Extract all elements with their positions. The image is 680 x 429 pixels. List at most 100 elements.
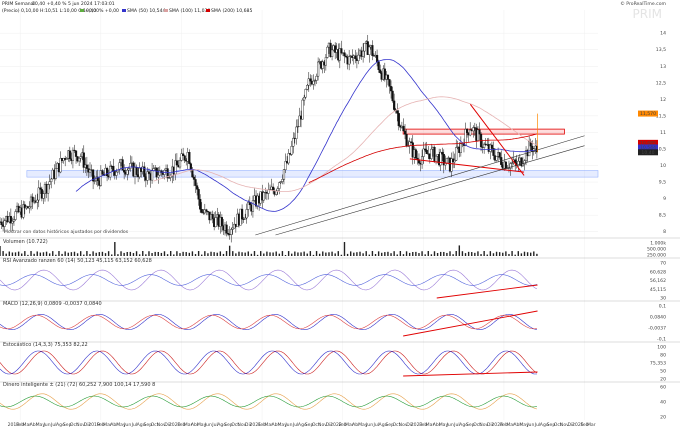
candle: [126, 169, 129, 175]
volume-bar: [201, 254, 203, 256]
candle: [509, 163, 512, 169]
x-axis-label: Feb: [339, 422, 347, 428]
macd-signal-line: [0, 314, 537, 330]
volume-bar: [76, 253, 79, 256]
candle: [14, 211, 17, 220]
candle: [439, 151, 442, 166]
volume-bar: [52, 251, 54, 256]
volume-bar: [24, 251, 26, 256]
candle: [23, 204, 26, 209]
volume-bar: [101, 251, 104, 256]
legend-swatch: [80, 9, 84, 12]
volume-bar: [381, 252, 383, 256]
x-axis-label: Oct: [473, 422, 481, 428]
volume-bar: [275, 251, 277, 256]
volume-bar: [331, 251, 333, 256]
candle: [483, 143, 486, 148]
candle: [357, 54, 360, 61]
candle: [105, 167, 109, 176]
candle: [199, 199, 202, 210]
volume-bar: [207, 253, 209, 256]
x-axis-label: Jul: [292, 422, 299, 428]
candle: [109, 165, 112, 178]
legend-entry: SMA (200) 10,685: [211, 8, 252, 14]
volume-bar: [129, 251, 132, 256]
candle: [138, 167, 141, 178]
x-axis-label: Ago: [217, 422, 226, 428]
candle: [410, 141, 413, 143]
x-axis-label: May: [439, 422, 449, 428]
candle: [99, 170, 102, 186]
volume-bar: [30, 251, 32, 256]
candle: [292, 137, 295, 147]
candle: [498, 152, 501, 158]
brand: © ProRealTime.com: [620, 0, 666, 7]
volume-bar: [511, 251, 513, 256]
candle: [383, 68, 386, 80]
candle: [247, 201, 250, 210]
candle: [48, 181, 51, 185]
panel-tick: 50: [660, 369, 666, 375]
x-axis-label: 2020: [169, 422, 181, 428]
volume-bar: [8, 251, 11, 256]
candle: [194, 179, 197, 186]
candle: [405, 133, 408, 147]
volume-bar: [508, 253, 510, 256]
panel-tick: -0,1: [657, 337, 666, 343]
candle: [287, 153, 290, 164]
price-axis[interactable]: [600, 7, 680, 236]
candle: [230, 229, 233, 235]
candle: [389, 86, 393, 92]
candle: [73, 149, 76, 152]
panel-tick: 60,628: [650, 269, 666, 275]
volume-bar: [349, 251, 352, 256]
volume-bar: [132, 253, 135, 256]
volume-bar: [291, 253, 293, 256]
candle: [309, 78, 312, 82]
x-axis-label: Sep: [466, 422, 475, 428]
watermark: PRIM: [633, 7, 662, 21]
candle: [371, 45, 374, 56]
candle: [354, 55, 357, 60]
stoch-d-line: [0, 350, 537, 375]
candle: [182, 153, 185, 156]
volume-bar: [272, 252, 274, 256]
volume-bar: [520, 253, 523, 256]
candle: [147, 171, 151, 174]
volume-bar: [418, 253, 420, 256]
smart-money-line: [0, 395, 537, 408]
legend-entry: SMA (100) 11,030: [169, 8, 210, 14]
price-tick: 10: [660, 163, 666, 169]
panel-tick: 500.000: [647, 247, 666, 253]
candle: [3, 220, 6, 227]
volume-bar: [325, 252, 327, 256]
volume-bar: [474, 252, 476, 256]
volume-bar: [495, 251, 498, 256]
candle: [441, 151, 444, 155]
x-axis-label: Ago: [379, 422, 388, 428]
candle: [476, 129, 480, 141]
x-axis-label: Feb: [500, 422, 508, 428]
candle: [317, 61, 320, 77]
volume-bar: [135, 251, 138, 256]
volume-bar: [467, 251, 470, 256]
candle: [65, 158, 68, 160]
candle: [168, 177, 171, 179]
candle: [295, 126, 298, 139]
volume-bar: [126, 251, 128, 256]
panel-tick: 56,162: [650, 278, 666, 284]
panel-tick: 20: [660, 377, 666, 383]
volume-bar: [225, 251, 228, 256]
candle: [157, 174, 160, 178]
x-axis-label: Mar: [506, 422, 515, 428]
x-axis-label: Jun: [526, 422, 534, 428]
x-axis-label: Jun: [365, 422, 373, 428]
candle: [450, 158, 453, 172]
candle: [11, 221, 14, 224]
volume-bar: [151, 253, 153, 256]
candle: [12, 219, 16, 222]
x-axis-label: Abr: [513, 422, 521, 428]
volume-bar: [107, 251, 110, 256]
x-axis-label: Dic: [326, 422, 334, 428]
volume-bar: [157, 251, 159, 256]
